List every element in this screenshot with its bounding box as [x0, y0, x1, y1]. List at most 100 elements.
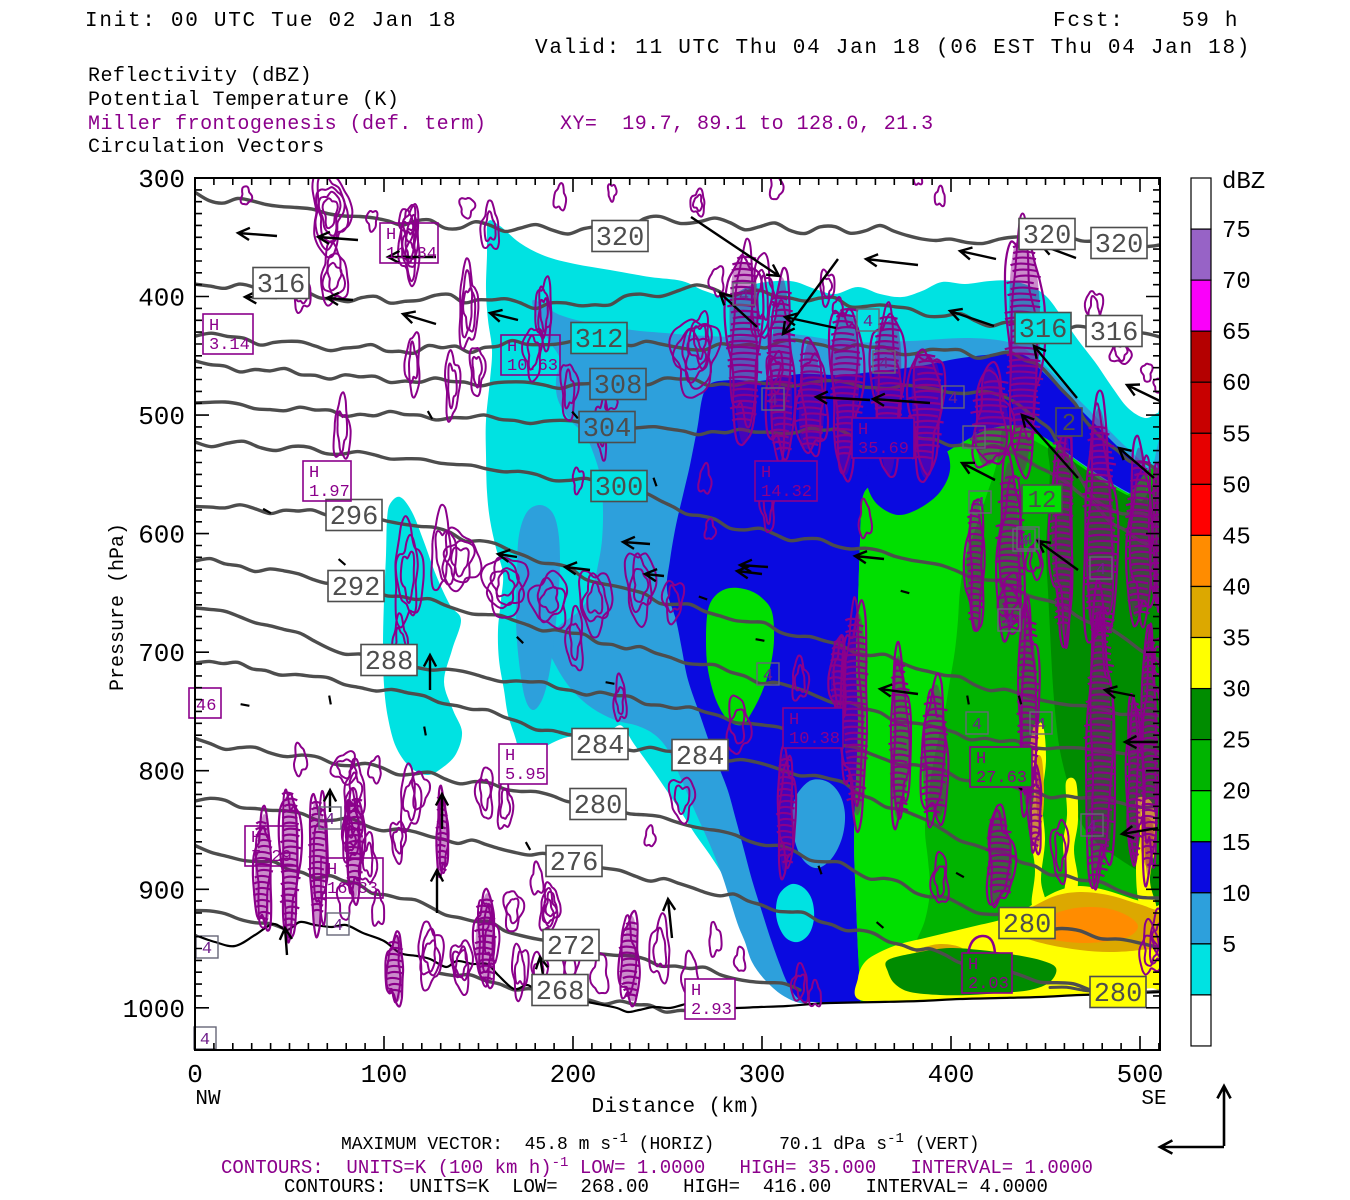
svg-text:3.14: 3.14 [209, 336, 250, 355]
svg-text:1.97: 1.97 [309, 483, 350, 502]
svg-text:16.83: 16.83 [327, 880, 378, 899]
svg-text:50: 50 [1222, 473, 1251, 500]
svg-text:4: 4 [975, 495, 985, 514]
svg-text:H: H [505, 747, 515, 766]
svg-text:XY= 19.7, 89.1 to 128.0, 21.3: XY= 19.7, 89.1 to 128.0, 21.3 [560, 113, 934, 136]
svg-text:308: 308 [594, 372, 643, 402]
svg-text:4: 4 [1096, 561, 1106, 580]
svg-text:CONTOURS: UNITS=K (100 km h)-: CONTOURS: UNITS=K (100 km h)-1 LOW= 1.00… [221, 1155, 1093, 1179]
svg-text:4: 4 [739, 287, 749, 306]
svg-text:27.63: 27.63 [976, 769, 1027, 788]
svg-text:0: 0 [187, 1060, 203, 1090]
svg-text:Circulation Vectors: Circulation Vectors [88, 136, 325, 159]
svg-text:35: 35 [1222, 627, 1251, 654]
svg-text:280: 280 [1003, 911, 1052, 941]
svg-text:MAXIMUM VECTOR: 45.8 m s-1 (H: MAXIMUM VECTOR: 45.8 m s-1 (HORIZ) 70.1 … [341, 1131, 980, 1155]
svg-text:2.03: 2.03 [968, 975, 1009, 994]
svg-text:316: 316 [1019, 316, 1068, 346]
svg-text:Potential Temperature (K): Potential Temperature (K) [88, 89, 399, 112]
svg-text:H: H [858, 421, 868, 440]
svg-text:2.93: 2.93 [691, 1001, 732, 1020]
svg-text:H: H [968, 956, 978, 975]
svg-text:600: 600 [138, 521, 185, 551]
svg-text:Distance (km): Distance (km) [591, 1096, 760, 1119]
svg-text:1000: 1000 [123, 995, 185, 1025]
svg-text:20: 20 [1222, 780, 1251, 807]
svg-text:35.69: 35.69 [858, 440, 909, 459]
svg-text:400: 400 [138, 284, 185, 314]
svg-text:11.34: 11.34 [386, 245, 437, 264]
svg-text:4: 4 [763, 667, 773, 686]
svg-text:2: 2 [1062, 411, 1076, 438]
svg-text:276: 276 [550, 849, 599, 879]
svg-text:4: 4 [200, 1031, 210, 1050]
svg-text:7.29: 7.29 [251, 848, 292, 867]
svg-text:4: 4 [948, 390, 958, 409]
svg-text:H: H [209, 317, 219, 336]
svg-text:316: 316 [257, 271, 306, 301]
svg-text:500: 500 [138, 402, 185, 432]
svg-text:284: 284 [576, 732, 625, 762]
svg-text:500: 500 [1117, 1060, 1164, 1090]
svg-text:25: 25 [1222, 729, 1251, 756]
svg-text:296: 296 [330, 503, 379, 533]
svg-text:268: 268 [536, 978, 585, 1008]
svg-text:320: 320 [1095, 231, 1144, 261]
svg-text:10.63: 10.63 [507, 357, 558, 376]
svg-text:12: 12 [1028, 488, 1057, 515]
svg-text:100: 100 [361, 1060, 408, 1090]
svg-text:45: 45 [1222, 524, 1251, 551]
svg-text:70: 70 [1222, 269, 1251, 296]
svg-text:4: 4 [1087, 818, 1097, 837]
svg-text:H: H [507, 338, 517, 357]
svg-text:900: 900 [138, 876, 185, 906]
svg-text:10: 10 [1222, 882, 1251, 909]
svg-text:284: 284 [676, 743, 725, 773]
svg-text:H: H [976, 750, 986, 769]
svg-text:65: 65 [1222, 320, 1251, 347]
svg-text:4: 4 [863, 313, 873, 332]
svg-text:75: 75 [1222, 218, 1251, 245]
svg-text:320: 320 [596, 224, 645, 254]
svg-text:SE: SE [1141, 1088, 1166, 1111]
svg-text:4: 4 [1004, 613, 1014, 632]
svg-text:280: 280 [574, 792, 623, 822]
svg-text:4: 4 [325, 811, 335, 830]
svg-text:CONTOURS: UNITS=K LOW= 268.: CONTOURS: UNITS=K LOW= 268.00 HIGH= 416.… [284, 1176, 1048, 1198]
svg-text:10.38: 10.38 [789, 730, 840, 749]
svg-text:Pressure (hPa): Pressure (hPa) [107, 523, 130, 691]
svg-text:H: H [251, 829, 261, 848]
svg-text:800: 800 [138, 758, 185, 788]
svg-text:NW: NW [195, 1088, 221, 1111]
svg-text:4: 4 [972, 716, 982, 735]
svg-text:5.95: 5.95 [505, 766, 546, 785]
svg-text:15: 15 [1222, 831, 1251, 858]
svg-text:Fcst: 59 h: Fcst: 59 h [1053, 10, 1239, 33]
svg-text:320: 320 [1023, 222, 1072, 252]
svg-text:312: 312 [575, 326, 624, 356]
svg-text:4: 4 [1023, 531, 1033, 550]
svg-text:300: 300 [595, 474, 644, 504]
svg-text:4: 4 [1036, 716, 1046, 735]
svg-text:300: 300 [739, 1060, 786, 1090]
svg-text:H: H [761, 464, 771, 483]
svg-text:4: 4 [768, 392, 778, 411]
svg-text:Init: 00 UTC Tue 02 Jan 18: Init: 00 UTC Tue 02 Jan 18 [85, 10, 457, 33]
svg-text:5: 5 [1222, 933, 1236, 960]
svg-text:280: 280 [1094, 980, 1143, 1010]
svg-text:H: H [309, 464, 319, 483]
svg-text:30: 30 [1222, 678, 1251, 705]
svg-text:300: 300 [138, 165, 185, 195]
svg-text:4: 4 [1019, 533, 1029, 552]
svg-text:dBZ: dBZ [1222, 169, 1265, 196]
svg-text:4: 4 [202, 940, 212, 959]
svg-text:4: 4 [879, 355, 889, 374]
svg-text:400: 400 [928, 1060, 975, 1090]
svg-text:40: 40 [1222, 575, 1251, 602]
svg-text:288: 288 [365, 648, 414, 678]
svg-text:Reflectivity (dBZ): Reflectivity (dBZ) [88, 65, 312, 88]
svg-text:700: 700 [138, 639, 185, 669]
svg-text:316: 316 [1090, 319, 1139, 349]
svg-text:272: 272 [547, 933, 596, 963]
svg-text:304: 304 [583, 415, 632, 445]
